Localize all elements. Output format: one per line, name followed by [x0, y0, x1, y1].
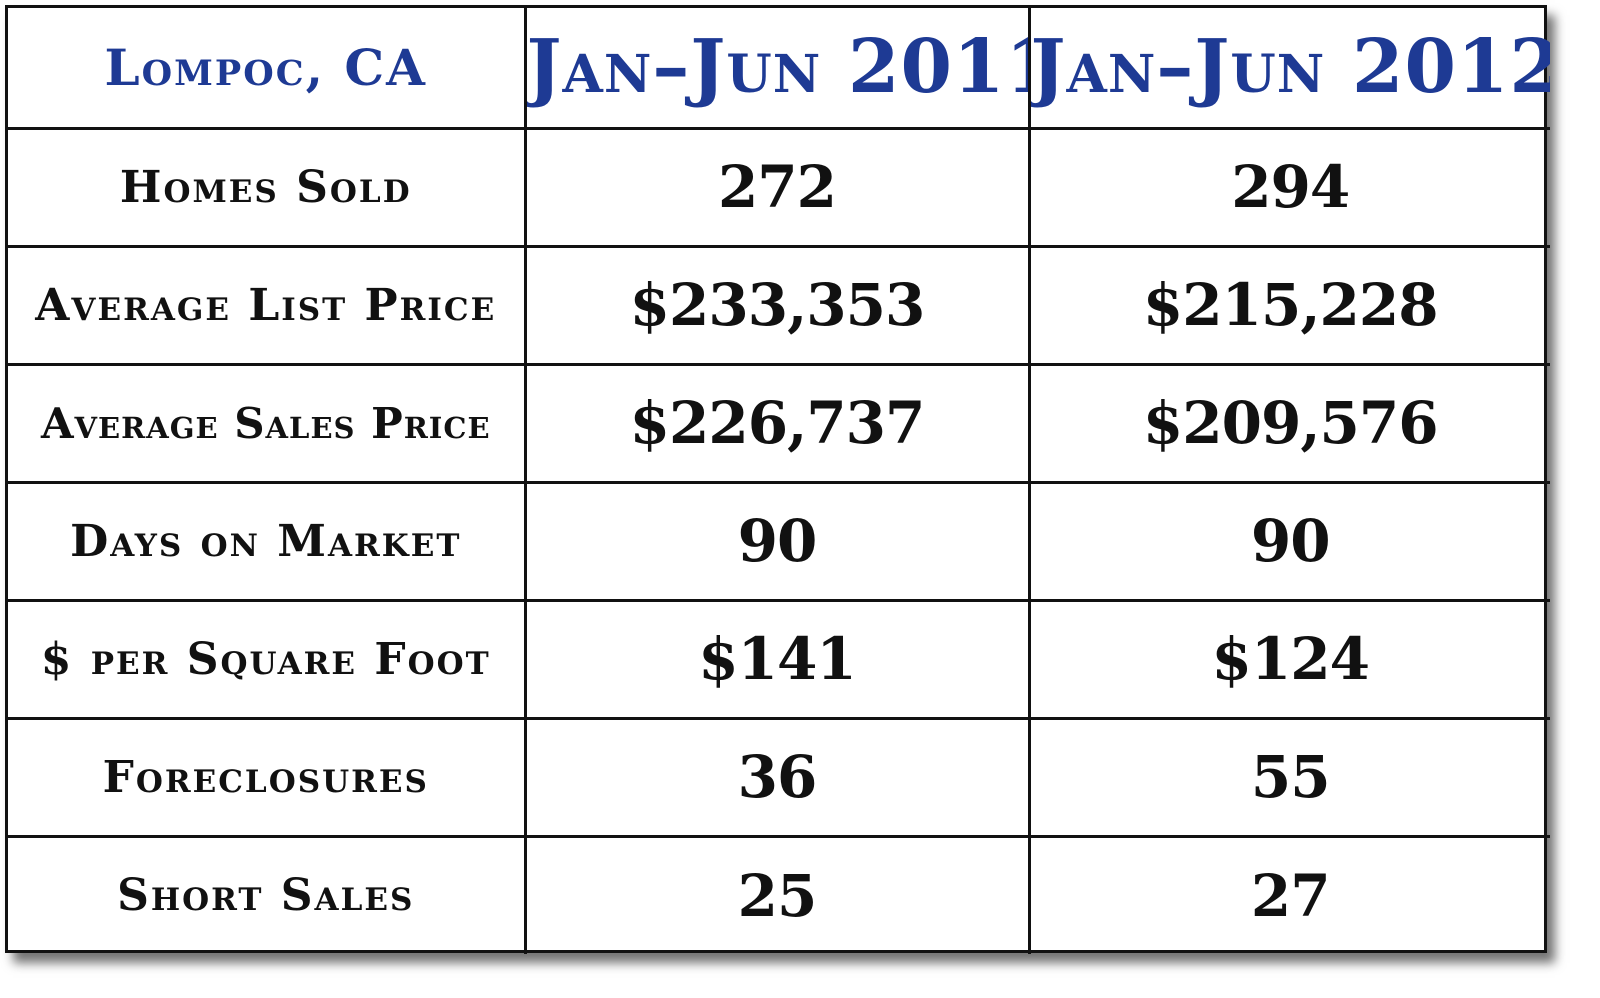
table-row-foreclosures: Foreclosures 36 55 [8, 716, 1550, 838]
value-2011: 272 [523, 126, 1031, 248]
value-2012: 294 [1027, 126, 1550, 248]
value-2011: $226,737 [523, 362, 1031, 484]
value-2012: 90 [1027, 480, 1550, 602]
period-header-2012: Jan–Jun 2012 [1027, 8, 1550, 130]
location-header: Lompoc, CA [8, 8, 527, 130]
market-stats-table: Lompoc, CA Jan–Jun 2011 Jan–Jun 2012 Hom… [8, 8, 1550, 954]
table-row-price-per-square-foot: $ per Square Foot $141 $124 [8, 598, 1550, 720]
value-2011: 90 [523, 480, 1031, 602]
value-2011: 25 [523, 834, 1031, 954]
value-2012: $215,228 [1027, 244, 1550, 366]
row-label: $ per Square Foot [8, 598, 527, 720]
table-row-homes-sold: Homes Sold 272 294 [8, 126, 1550, 248]
row-label: Short Sales [8, 834, 527, 954]
value-2012: $124 [1027, 598, 1550, 720]
table-row-days-on-market: Days on Market 90 90 [8, 480, 1550, 602]
row-label: Average Sales Price [8, 362, 527, 484]
table-row-average-sales-price: Average Sales Price $226,737 $209,576 [8, 362, 1550, 484]
value-2011: $233,353 [523, 244, 1031, 366]
row-label: Average List Price [8, 244, 527, 366]
value-2012: 55 [1027, 716, 1550, 838]
table-row-average-list-price: Average List Price $233,353 $215,228 [8, 244, 1550, 366]
table-header-row: Lompoc, CA Jan–Jun 2011 Jan–Jun 2012 [8, 8, 1550, 130]
market-stats-card: Lompoc, CA Jan–Jun 2011 Jan–Jun 2012 Hom… [5, 5, 1550, 954]
row-label: Days on Market [8, 480, 527, 602]
period-header-2011: Jan–Jun 2011 [523, 8, 1031, 130]
row-label: Homes Sold [8, 126, 527, 248]
value-2011: 36 [523, 716, 1031, 838]
value-2012: 27 [1027, 834, 1550, 954]
value-2011: $141 [523, 598, 1031, 720]
table-row-short-sales: Short Sales 25 27 [8, 834, 1550, 954]
value-2012: $209,576 [1027, 362, 1550, 484]
row-label: Foreclosures [8, 716, 527, 838]
